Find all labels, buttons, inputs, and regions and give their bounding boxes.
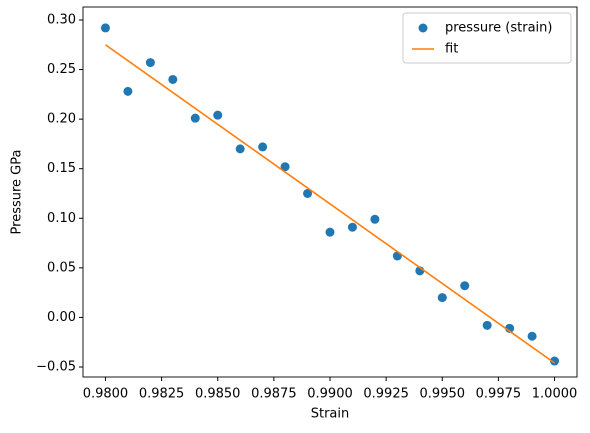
point: [100, 23, 110, 33]
x-tick-label: 0.9825: [139, 387, 185, 402]
legend-label: pressure (strain): [445, 21, 552, 36]
y-tick-label: 0.10: [47, 211, 76, 226]
point: [123, 86, 133, 96]
point: [325, 227, 335, 237]
y-tick-label: 0.05: [47, 260, 76, 275]
x-tick-label: 0.9950: [420, 387, 466, 402]
point: [437, 293, 447, 303]
point: [347, 222, 357, 232]
legend-marker: [418, 23, 428, 33]
x-tick-label: 1.0000: [532, 387, 578, 402]
point: [235, 144, 245, 154]
plot-frame: [82, 6, 578, 378]
legend-label: fit: [445, 42, 458, 57]
x-tick-label: 0.9900: [307, 387, 353, 402]
x-tick-label: 0.9875: [251, 387, 297, 402]
point: [168, 74, 178, 84]
x-tick-label: 0.9925: [363, 387, 409, 402]
point: [527, 331, 537, 341]
point: [482, 320, 492, 330]
point: [280, 162, 290, 172]
point: [303, 188, 313, 198]
point: [258, 142, 268, 152]
y-axis-label: Pressure GPa: [10, 150, 25, 235]
x-tick-label: 0.9850: [195, 387, 241, 402]
x-tick-label: 0.9975: [476, 387, 522, 402]
y-tick-label: 0.25: [47, 62, 76, 77]
y-tick-label: 0.20: [47, 112, 76, 127]
y-tick-label: 0.30: [47, 12, 76, 27]
point: [145, 58, 155, 68]
point: [460, 281, 470, 291]
y-tick-label: 0.15: [47, 161, 76, 176]
y-tick-label: −0.05: [36, 359, 76, 374]
point: [370, 214, 380, 224]
point: [190, 113, 200, 123]
fit-line: [104, 44, 556, 364]
x-axis-label: Strain: [311, 407, 350, 422]
point: [392, 251, 402, 261]
point: [213, 110, 223, 120]
legend-box: [402, 12, 572, 64]
point: [550, 356, 560, 366]
y-tick-label: 0.00: [47, 310, 76, 325]
x-tick-label: 0.9800: [83, 387, 129, 402]
